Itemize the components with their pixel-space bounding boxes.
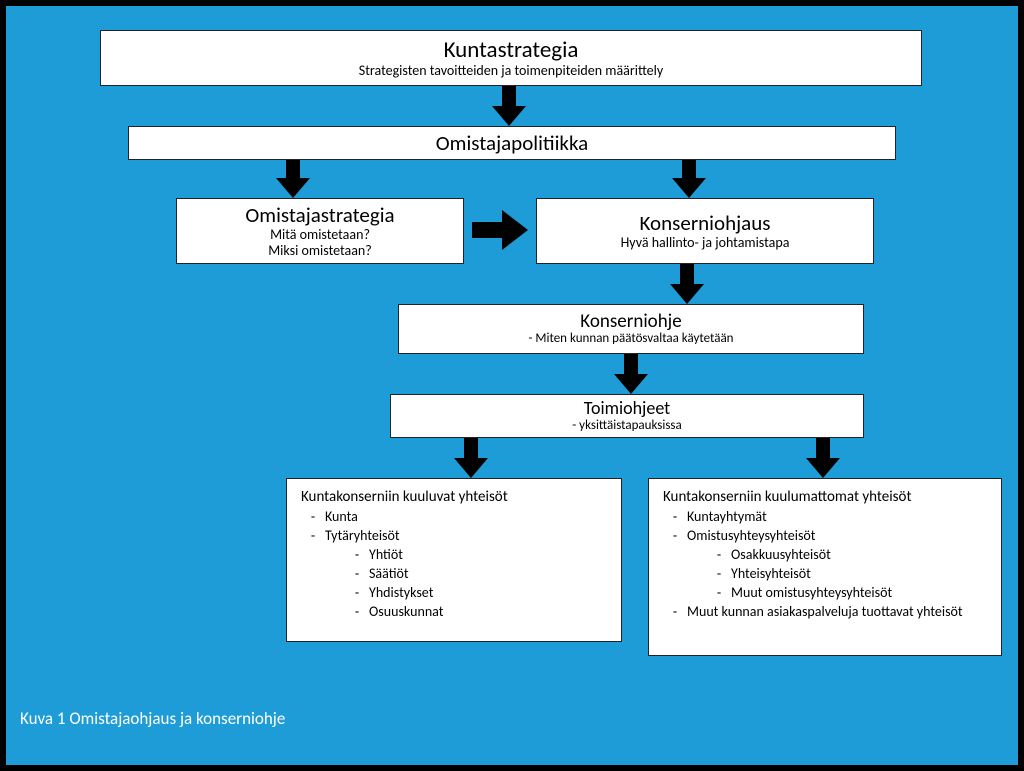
node-konserniohjaus: Konserniohjaus Hyvä hallinto- ja johtami… xyxy=(536,198,874,264)
arrow-down-icon xyxy=(672,160,706,198)
node-right-list: Kuntakonserniin kuulumattomat yhteisöt K… xyxy=(648,478,1002,656)
list-item: Muut omistusyhteysyhteisöt xyxy=(707,584,963,603)
node-toimiohjeet: Toimiohjeet - yksittäistapauksissa xyxy=(390,394,864,438)
list-item: Yhtiöt xyxy=(345,546,443,565)
node-line: Mitä omistetaan? xyxy=(270,227,370,243)
list-item: Omistusyhteysyhteisöt xyxy=(663,527,963,546)
list-heading: Kuntakonserniin kuuluvat yhteisöt xyxy=(301,489,508,506)
node-title: Toimiohjeet xyxy=(584,398,670,419)
node-title: Konserniohje xyxy=(580,311,681,333)
node-left-list: Kuntakonserniin kuuluvat yhteisöt KuntaT… xyxy=(286,478,622,642)
node-subtitle: - yksittäistapauksissa xyxy=(572,419,681,434)
list-heading: Kuntakonserniin kuulumattomat yhteisöt xyxy=(663,489,911,506)
list-item: Kuntayhtymät xyxy=(663,508,963,527)
node-subtitle: Strategisten tavoitteiden ja toimenpitei… xyxy=(359,63,663,79)
arrow-down-icon xyxy=(670,264,704,304)
node-title: Omistajapolitiikka xyxy=(436,131,588,155)
arrow-down-icon xyxy=(454,438,488,478)
arrow-down-icon xyxy=(806,438,840,478)
list-item: Muut kunnan asiakaspalveluja tuottavat y… xyxy=(663,603,963,622)
arrow-down-icon xyxy=(614,354,648,394)
figure-caption: Kuva 1 Omistajaohjaus ja konserniohje xyxy=(20,708,285,729)
node-title: Kuntastrategia xyxy=(444,37,579,63)
list-item: Osakkuusyhteisöt xyxy=(707,546,963,565)
diagram-canvas: Kuntastrategia Strategisten tavoitteiden… xyxy=(6,6,1018,765)
list-body: KuntaTytäryhteisötYhtiötSäätiötYhdistyks… xyxy=(301,508,443,621)
node-line: Miksi omistetaan? xyxy=(268,243,372,259)
node-subtitle: - Miten kunnan päätösvaltaa käytetään xyxy=(528,332,733,347)
arrow-right-icon xyxy=(472,210,528,250)
node-omistajastrategia: Omistajastrategia Mitä omistetaan? Miksi… xyxy=(176,198,464,264)
node-kuntastrategia: Kuntastrategia Strategisten tavoitteiden… xyxy=(100,30,922,86)
list-item: Tytäryhteisöt xyxy=(301,527,443,546)
node-title: Omistajastrategia xyxy=(245,203,394,227)
node-title: Konserniohjaus xyxy=(640,211,771,235)
list-item: Kunta xyxy=(301,508,443,527)
node-subtitle: Hyvä hallinto- ja johtamistapa xyxy=(621,235,790,251)
node-omistajapolitiikka: Omistajapolitiikka xyxy=(128,126,896,160)
list-item: Yhteisyhteisöt xyxy=(707,565,963,584)
list-item: Yhdistykset xyxy=(345,584,443,603)
arrow-down-icon xyxy=(276,160,310,198)
node-konserniohje: Konserniohje - Miten kunnan päätösvaltaa… xyxy=(398,304,864,354)
list-body: KuntayhtymätOmistusyhteysyhteisötOsakkuu… xyxy=(663,508,963,621)
arrow-down-icon xyxy=(492,86,526,126)
list-item: Osuuskunnat xyxy=(345,603,443,622)
list-item: Säätiöt xyxy=(345,565,443,584)
